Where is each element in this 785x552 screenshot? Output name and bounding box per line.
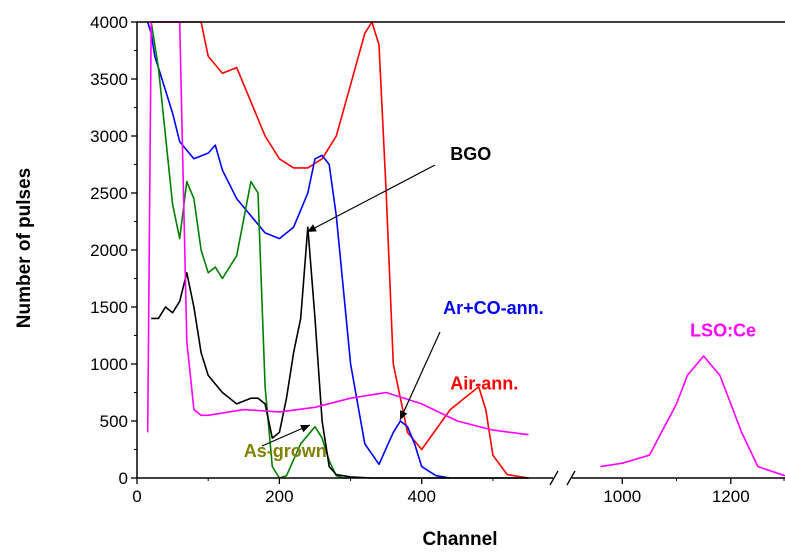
y-tick-label: 4000 [90,13,128,32]
y-tick-label: 3500 [90,70,128,89]
annotation-bgo: BGO [450,144,491,164]
series-line-lso-ce [601,356,785,476]
x-tick-label: 400 [408,487,436,506]
x-tick-label: 1200 [712,487,750,506]
annotation-as-grown: As-grown [244,441,327,461]
annotation-lso-ce: LSO:Ce [690,321,756,341]
x-tick-label: 200 [265,487,293,506]
arrow-line [307,165,435,232]
x-tick-label: 0 [132,487,141,506]
y-tick-label: 500 [100,412,128,431]
annotation-ar-co-ann: Ar+CO-ann. [443,298,544,318]
series-layer [148,22,785,478]
arrow-line [400,332,440,420]
series-line-bgo [151,227,528,478]
ticks-layer: 0 500 1000 1500 2000 2500 3000 3500 4000 0 200 400 1… [90,13,784,506]
y-tick-label: 1500 [90,298,128,317]
y-tick-label: 2500 [90,184,128,203]
x-tick-label: 1000 [603,487,641,506]
x-axis-title: Channel [423,529,498,550]
plot-frame [137,22,785,485]
y-tick-label: 3000 [90,127,128,146]
y-tick-label: 1000 [90,355,128,374]
y-tick-label: 0 [119,469,128,488]
y-axis-title: Number of pulses [14,168,35,328]
annotations-layer: BGO Ar+CO-ann. Air-ann. LSO:Ce As-grown [244,144,756,461]
annotation-air-ann: Air-ann. [450,374,518,394]
y-tick-label: 2000 [90,241,128,260]
